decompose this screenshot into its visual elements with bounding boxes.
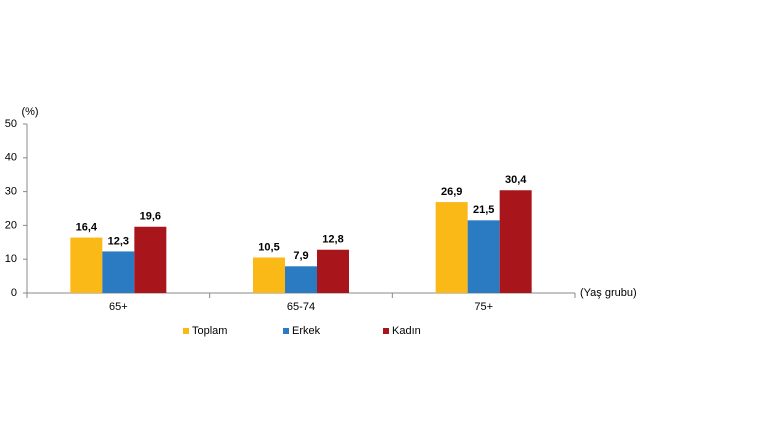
x-tick-label: 75+ — [474, 301, 493, 313]
value-label: 30,4 — [505, 174, 527, 186]
value-label: 26,9 — [441, 186, 462, 198]
bar — [499, 190, 532, 293]
value-label: 7,9 — [293, 250, 308, 262]
x-tick-label: 65+ — [109, 301, 128, 313]
bar — [134, 226, 167, 293]
x-axis-label: (Yaş grubu) — [580, 287, 637, 299]
bar — [102, 251, 135, 293]
bar — [285, 266, 317, 293]
value-label: 16,4 — [76, 221, 98, 233]
y-tick-label: 0 — [11, 287, 17, 299]
value-label: 19,6 — [140, 211, 161, 223]
legend-label: Toplam — [192, 325, 227, 337]
value-label: 10,5 — [258, 241, 279, 253]
bar — [253, 257, 285, 293]
x-tick-label: 65-74 — [287, 301, 315, 313]
value-label: 12,3 — [108, 235, 129, 247]
bar — [467, 220, 500, 293]
value-label: 12,8 — [322, 234, 343, 246]
y-tick-label: 10 — [5, 253, 17, 265]
legend-swatch — [183, 328, 189, 334]
bar — [317, 249, 349, 293]
legend-label: Kadın — [392, 325, 421, 337]
y-tick-label: 20 — [5, 219, 17, 231]
value-label: 21,5 — [473, 204, 494, 216]
legend-swatch — [283, 328, 289, 334]
y-axis-label: (%) — [21, 106, 38, 118]
legend-label: Erkek — [292, 325, 321, 337]
y-tick-label: 40 — [5, 152, 17, 164]
bar — [435, 202, 468, 293]
y-tick-label: 50 — [5, 118, 17, 130]
y-tick-label: 30 — [5, 186, 17, 198]
legend-swatch — [383, 328, 389, 334]
bar — [70, 237, 103, 293]
